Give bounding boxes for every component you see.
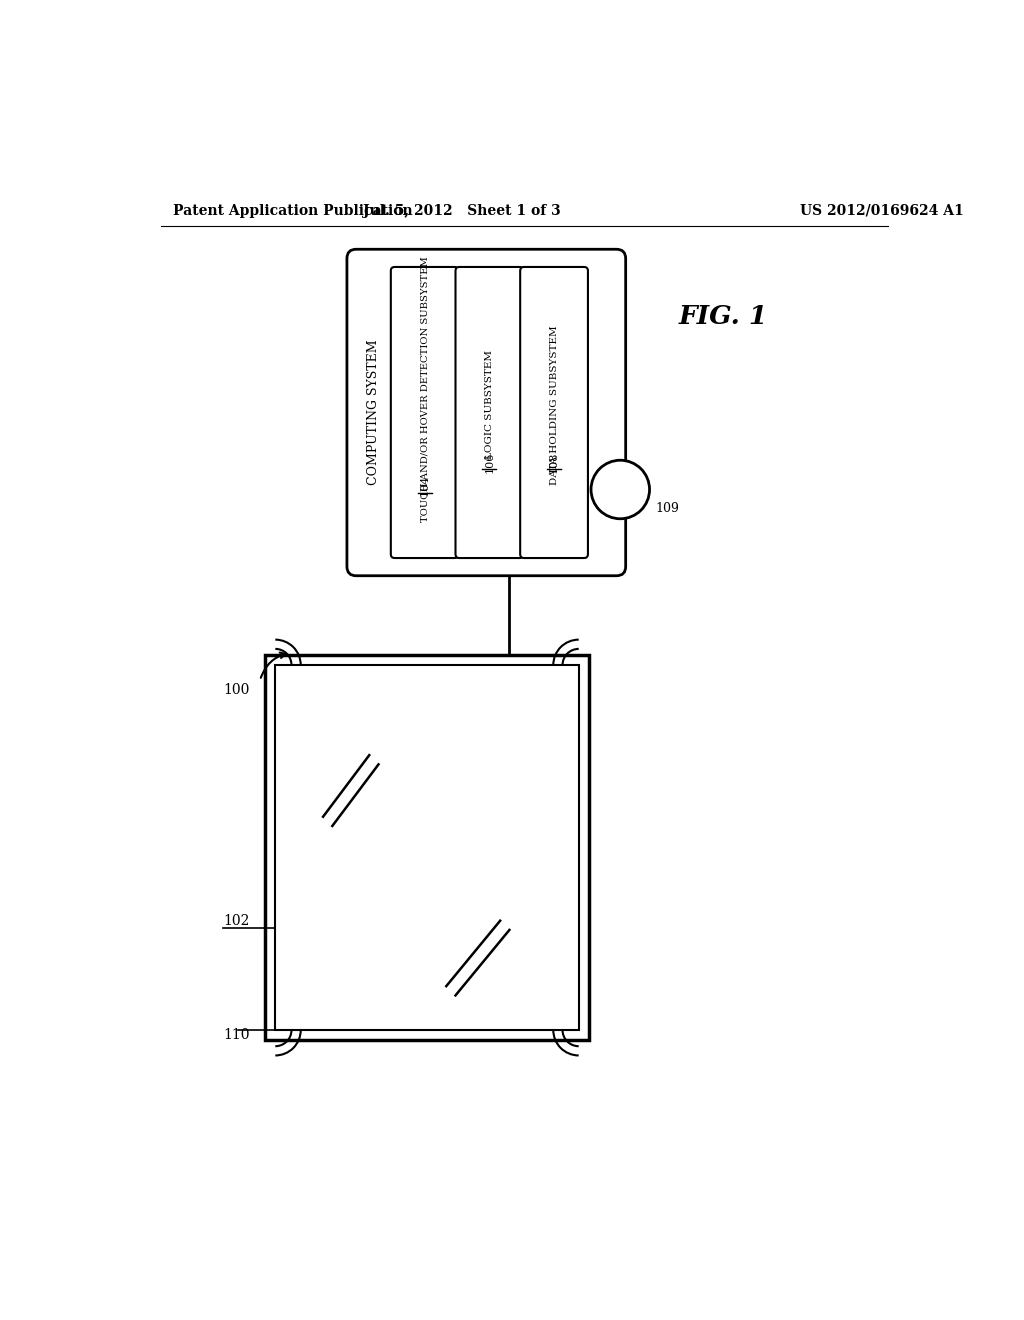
Text: 110: 110 [223, 1028, 250, 1043]
Bar [275, 665, 579, 1030]
Text: 108: 108 [549, 451, 559, 474]
Text: LOGIC SUBSYSTEM: LOGIC SUBSYSTEM [485, 350, 494, 459]
Text: 102: 102 [223, 913, 249, 928]
Text: Patent Application Publication: Patent Application Publication [173, 203, 413, 218]
Bar [265, 655, 589, 1040]
FancyBboxPatch shape [347, 249, 626, 576]
Text: 106: 106 [484, 451, 495, 474]
Text: 104: 104 [420, 475, 430, 496]
Text: DATA HOLDING SUBSYSTEM: DATA HOLDING SUBSYSTEM [550, 325, 558, 484]
Text: COMPUTING SYSTEM: COMPUTING SYSTEM [367, 339, 380, 486]
Circle shape [591, 461, 649, 519]
FancyBboxPatch shape [520, 267, 588, 558]
Text: FIG. 1: FIG. 1 [679, 304, 768, 329]
Text: US 2012/0169624 A1: US 2012/0169624 A1 [801, 203, 965, 218]
Text: 109: 109 [655, 502, 680, 515]
FancyBboxPatch shape [456, 267, 523, 558]
Text: Jul. 5, 2012   Sheet 1 of 3: Jul. 5, 2012 Sheet 1 of 3 [362, 203, 560, 218]
FancyBboxPatch shape [391, 267, 459, 558]
Text: 100: 100 [223, 682, 249, 697]
Text: TOUCH AND/OR HOVER DETECTION SUBSYSTEM: TOUCH AND/OR HOVER DETECTION SUBSYSTEM [420, 256, 429, 523]
